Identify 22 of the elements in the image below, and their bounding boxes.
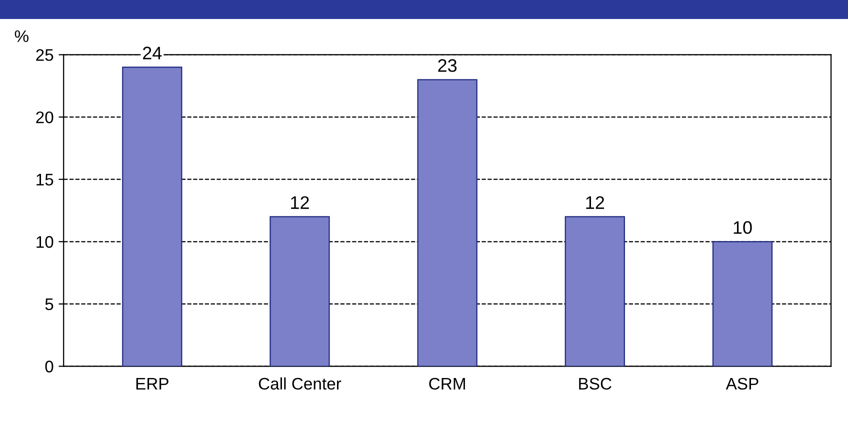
bar xyxy=(564,216,625,366)
x-tick-label: ASP xyxy=(726,378,758,390)
bar xyxy=(417,79,478,366)
y-tick-label: 10 xyxy=(36,236,54,248)
y-tick-label: 15 xyxy=(36,174,54,186)
y-tick-label: 5 xyxy=(45,298,54,310)
x-tick-label: Call Center xyxy=(258,377,342,390)
data-label: 12 xyxy=(291,196,309,209)
data-label: 23 xyxy=(438,59,457,72)
y-tick-label: 20 xyxy=(36,111,54,124)
bar xyxy=(122,66,182,366)
x-tick-label: ERP xyxy=(136,378,168,390)
data-label: 12 xyxy=(586,196,604,209)
bar xyxy=(270,216,330,366)
data-label: 24 xyxy=(143,46,162,60)
x-tick-label: CRM xyxy=(429,378,465,390)
data-label: 10 xyxy=(734,221,752,234)
y-tick-label: 25 xyxy=(36,49,54,61)
bar xyxy=(712,241,773,366)
x-tick-label: BSC xyxy=(579,378,612,390)
y-axis-title: % xyxy=(14,30,28,42)
y-tick-label: 0 xyxy=(45,360,54,372)
